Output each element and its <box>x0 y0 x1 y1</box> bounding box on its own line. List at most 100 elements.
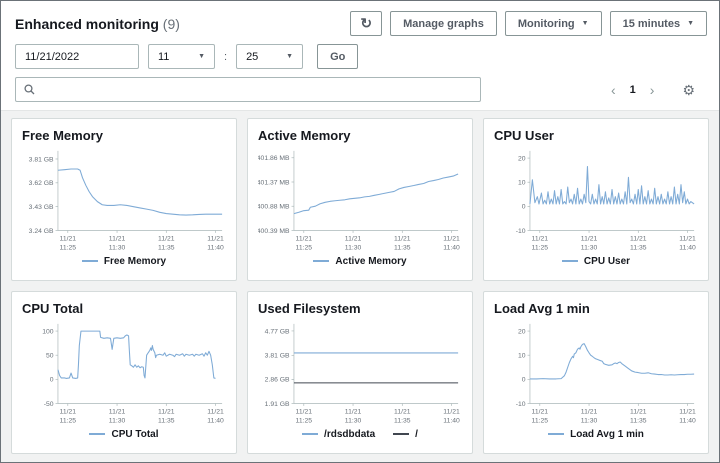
next-page-button[interactable]: › <box>648 83 657 97</box>
svg-text:-50: -50 <box>44 401 54 408</box>
legend-label: Load Avg 1 min <box>570 428 644 440</box>
svg-text:401.86 MB: 401.86 MB <box>258 155 290 162</box>
interval-dropdown[interactable]: 15 minutes ▼ <box>609 11 707 36</box>
chevron-down-icon: ▼ <box>581 20 589 27</box>
settings-button[interactable]: ⚙ <box>676 82 701 98</box>
chart-plot[interactable]: 100 50 0 -50 11/21 11:25 11/21 11:30 11/21 11:35 1… <box>22 318 226 429</box>
refresh-icon: ↻ <box>360 15 373 31</box>
prev-icon: ‹ <box>610 81 616 98</box>
svg-text:20: 20 <box>518 328 526 335</box>
svg-text:11:25: 11:25 <box>532 244 549 251</box>
chart-title: Used Filesystem <box>258 301 361 316</box>
svg-text:11:35: 11:35 <box>158 417 175 424</box>
gear-icon: ⚙ <box>682 81 695 98</box>
chart-card-active-memory: Active Memory 401.86 MB 401.37 MB 400.88 M… <box>247 118 473 281</box>
legend-dash-icon <box>81 260 98 263</box>
legend-item[interactable]: CPU Total <box>89 429 159 440</box>
svg-text:11/21: 11/21 <box>532 409 549 416</box>
svg-text:-10: -10 <box>516 228 526 235</box>
svg-text:11:30: 11:30 <box>345 417 362 424</box>
svg-text:0: 0 <box>50 377 54 384</box>
legend-item[interactable]: / <box>393 429 418 440</box>
chart-card-cpu-total: CPU Total 100 50 0 -50 11/21 11:25 11/21 11:30 1… <box>11 291 237 454</box>
legend-dash-icon <box>393 433 410 436</box>
page-title: Enhanced monitoring (9) <box>15 16 180 32</box>
svg-text:11:35: 11:35 <box>158 244 175 251</box>
svg-text:10: 10 <box>518 180 526 187</box>
legend-item[interactable]: Free Memory <box>81 255 167 267</box>
svg-text:11:35: 11:35 <box>630 417 647 424</box>
svg-text:11/21: 11/21 <box>443 409 460 416</box>
svg-text:11:25: 11:25 <box>532 417 549 424</box>
svg-text:11:30: 11:30 <box>581 244 598 251</box>
monitoring-dropdown-label: Monitoring <box>517 17 575 30</box>
legend-item[interactable]: CPU User <box>561 255 631 267</box>
svg-text:3.81 GB: 3.81 GB <box>29 156 54 163</box>
chevron-down-icon: ▼ <box>286 53 294 60</box>
prev-page-button[interactable]: ‹ <box>609 83 618 97</box>
svg-text:3.62 GB: 3.62 GB <box>29 180 54 187</box>
minute-select[interactable]: 25 ▼ <box>236 44 304 69</box>
svg-text:10: 10 <box>518 353 526 360</box>
chart-legend: Active Memory <box>258 256 462 267</box>
svg-text:11:40: 11:40 <box>443 417 460 424</box>
svg-text:11:30: 11:30 <box>109 417 126 424</box>
svg-text:11:35: 11:35 <box>630 244 647 251</box>
chart-card-used-filesystem: Used Filesystem 4.77 GB 3.81 GB 2.86 GB 1.9… <box>247 291 473 454</box>
legend-item[interactable]: Active Memory <box>313 256 407 267</box>
search-input[interactable] <box>41 82 472 97</box>
hour-select[interactable]: 11 ▼ <box>148 44 215 69</box>
svg-text:3.24 GB: 3.24 GB <box>29 228 54 235</box>
svg-text:11/21: 11/21 <box>158 409 175 416</box>
chart-card-load-avg: Load Avg 1 min 20 10 0 -10 11/21 11:25 11/21 11… <box>483 291 709 454</box>
legend-dash-icon <box>89 433 106 436</box>
go-button-label: Go <box>330 50 346 63</box>
chart-title: CPU User <box>494 128 554 143</box>
legend-item[interactable]: Load Avg 1 min <box>548 429 644 440</box>
svg-text:2.86 GB: 2.86 GB <box>265 377 290 384</box>
svg-text:11/21: 11/21 <box>679 236 696 243</box>
chart-plot[interactable]: 20 10 0 -10 11/21 11:25 11/21 11:30 11/21 11:35 11… <box>494 145 698 256</box>
current-page: 1 <box>629 83 636 96</box>
svg-text:11/21: 11/21 <box>679 409 696 416</box>
manage-graphs-button[interactable]: Manage graphs <box>390 11 497 36</box>
svg-text:3.81 GB: 3.81 GB <box>265 353 290 360</box>
svg-text:11:40: 11:40 <box>679 244 696 251</box>
go-button[interactable]: Go <box>317 44 359 69</box>
chart-title: CPU Total <box>22 301 84 316</box>
chart-legend: /rdsdbdata / <box>258 429 462 440</box>
svg-text:11:25: 11:25 <box>60 417 77 424</box>
chevron-down-icon: ▼ <box>687 20 694 27</box>
svg-text:11/21: 11/21 <box>443 236 460 243</box>
svg-text:11/21: 11/21 <box>158 236 175 243</box>
search-box[interactable] <box>15 77 481 102</box>
legend-dash-icon <box>548 433 565 436</box>
legend-label: / <box>415 428 418 440</box>
svg-text:11/21: 11/21 <box>581 409 598 416</box>
chart-plot[interactable]: 401.86 MB 401.37 MB 400.88 MB 400.39 MB 11/2… <box>258 145 462 256</box>
chart-plot[interactable]: 3.81 GB 3.62 GB 3.43 GB 3.24 GB 11/21 11:25 11… <box>22 145 226 256</box>
svg-text:11/21: 11/21 <box>296 409 313 416</box>
hour-select-value: 11 <box>158 50 170 63</box>
monitoring-dropdown[interactable]: Monitoring ▼ <box>504 11 602 36</box>
legend-label: /rdsdbdata <box>324 428 376 440</box>
legend-label: CPU User <box>583 255 631 267</box>
date-field[interactable] <box>15 44 139 69</box>
svg-text:11/21: 11/21 <box>296 236 313 243</box>
svg-text:11/21: 11/21 <box>109 236 126 243</box>
svg-text:11/21: 11/21 <box>394 236 411 243</box>
legend-dash-icon <box>313 260 330 263</box>
svg-text:100: 100 <box>42 328 54 335</box>
svg-text:11:30: 11:30 <box>581 417 598 424</box>
svg-text:11/21: 11/21 <box>532 236 549 243</box>
chart-plot[interactable]: 20 10 0 -10 11/21 11:25 11/21 11:30 11/21 11:35 11… <box>494 318 698 429</box>
manage-graphs-label: Manage graphs <box>403 17 484 30</box>
svg-text:11/21: 11/21 <box>60 236 77 243</box>
chart-legend: Load Avg 1 min <box>494 429 698 440</box>
charts-panel: Free Memory 3.81 GB 3.62 GB 3.43 GB 3.24 GB… <box>1 110 719 462</box>
chart-plot[interactable]: 4.77 GB 3.81 GB 2.86 GB 1.91 GB 11/21 11:25 11… <box>258 318 462 429</box>
svg-text:11:25: 11:25 <box>296 244 313 251</box>
legend-item[interactable]: /rdsdbdata <box>302 429 375 440</box>
legend-label: Free Memory <box>103 255 167 267</box>
refresh-button[interactable]: ↻ <box>350 11 383 36</box>
